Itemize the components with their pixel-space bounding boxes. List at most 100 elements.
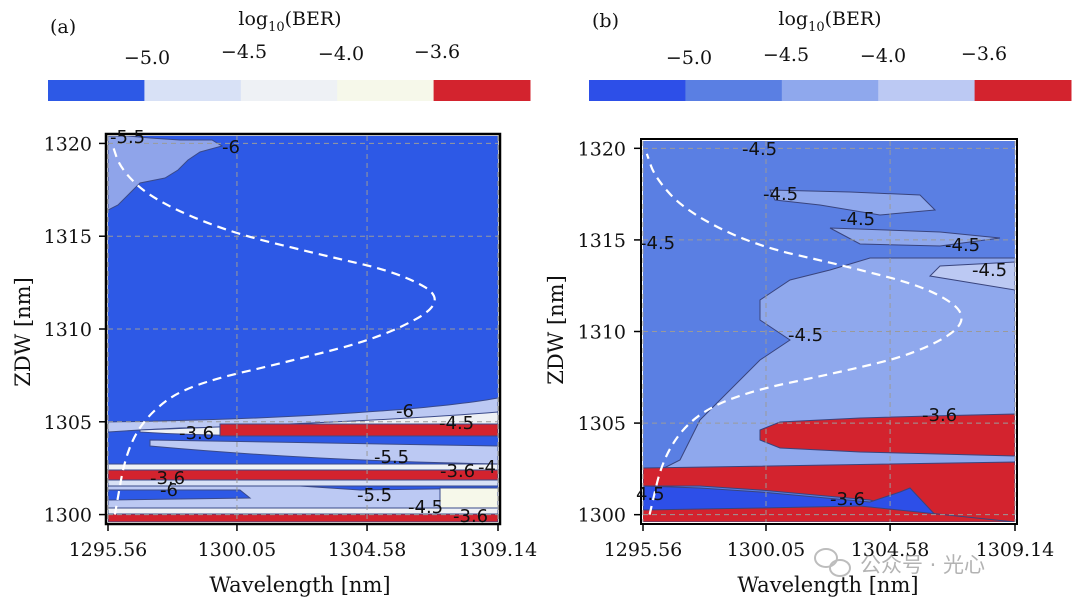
x-ticks-b: 1295.56 1300.05 1304.58 1309.14 [604, 524, 1055, 561]
contour-label: -3.6 [179, 423, 214, 444]
contour-label: -4.5 [945, 235, 980, 256]
zdw-curve-b [645, 153, 963, 515]
contour-label: 4.5 [636, 484, 665, 505]
region-a-top-light [108, 136, 224, 211]
y-tick-label: 1300 [578, 505, 626, 527]
colorbar-swatch [240, 80, 338, 101]
contour-label: -4.5 [742, 139, 777, 160]
contour-label: -4.5 [788, 325, 823, 346]
colorbar-swatch [685, 80, 783, 101]
panel-b: (b) log10(BER) −5.0 −4.5 −4.0 −3.6 [544, 8, 1072, 597]
colorbar-b-ticks: −5.0 −4.5 −4.0 −3.6 [666, 43, 1007, 69]
contour-label: -4.5 [972, 260, 1007, 281]
colorbar-swatch [48, 80, 145, 101]
colorbar-b-tick-1: −5.0 [666, 47, 712, 69]
contour-label: -4.5 [763, 184, 798, 205]
x-ticks-a: 1295.56 1300.05 1304.58 1309.14 [69, 524, 538, 561]
y-tick-label: 1320 [578, 138, 626, 160]
region-b-streak-2 [829, 227, 1001, 247]
x-tick-label: 1304.58 [851, 539, 930, 561]
region-a-band-7 [108, 507, 498, 515]
contour-label: -6 [396, 401, 414, 422]
contour-label: -5.5 [357, 485, 392, 506]
contour-label: -6 [160, 480, 178, 501]
region-b-red-3 [643, 505, 1015, 522]
grid-a [107, 136, 499, 522]
region-b-red-1 [759, 413, 1015, 457]
colorbar-a [48, 80, 531, 101]
y-ticks-a: 1300 1305 1310 1315 1320 [44, 133, 106, 527]
contour-labels-a: -5.5 -6 -6 -4.5 -3.6 -5.5 -3.6 -3.6 -4 -… [110, 127, 496, 527]
contour-label: -3.6 [453, 506, 488, 527]
y-tick-label: 1315 [578, 230, 626, 252]
contour-label: -4.5 [408, 497, 443, 518]
contour-labels-b: -4.5 -4.5 -4.5 -4.5 -4.5 -4.5 -4.5 -3.6 … [636, 139, 1007, 510]
region-a-band-5 [108, 479, 498, 487]
colorbar-swatch [589, 80, 686, 101]
contour-label: -6 [222, 137, 240, 158]
colorbar-a-tick-3: −4.0 [318, 43, 364, 65]
contour-label: -3.6 [150, 468, 185, 489]
y-axis-title-a: ZDW [nm] [11, 277, 35, 387]
colorbar-b-tick-4: −3.6 [961, 43, 1007, 65]
grid-b [642, 141, 1016, 522]
colorbar-a-tick-1: −5.0 [124, 47, 170, 69]
wechat-icon [814, 548, 851, 577]
y-tick-label: 1305 [578, 413, 626, 435]
region-a-pale [439, 487, 498, 513]
zdw-curve-a [110, 143, 436, 515]
colorbar-b-tick-2: −4.5 [763, 44, 809, 66]
contour-label: -3.6 [440, 461, 475, 482]
contour-label: -5.5 [110, 127, 145, 148]
colorbar-b [589, 80, 1072, 101]
region-b-streak-1 [769, 189, 937, 216]
y-ticks-b: 1300 1305 1310 1315 1320 [578, 138, 641, 527]
region-a-blue-island [108, 489, 252, 501]
colorbar-swatch [144, 80, 242, 101]
colorbar-swatch [337, 80, 435, 101]
colorbar-a-title: log10(BER) [238, 8, 341, 35]
y-tick-label: 1310 [578, 322, 626, 344]
colorbar-swatch [433, 80, 531, 101]
region-a-red-3 [108, 513, 498, 522]
y-tick-label: 1315 [44, 226, 92, 248]
watermark: 公众号 · 光心 [814, 548, 985, 577]
colorbar-swatch [781, 80, 879, 101]
panel-b-label: (b) [592, 10, 619, 32]
colorbar-b-tick-3: −4.0 [860, 45, 906, 67]
colorbar-swatch [878, 80, 976, 101]
x-tick-label: 1300.05 [198, 539, 277, 561]
y-tick-label: 1300 [44, 505, 92, 527]
contour-label: -5.5 [374, 447, 409, 468]
colorbar-a-tick-2: −4.5 [221, 41, 267, 63]
contour-label: -4.5 [640, 233, 675, 254]
y-tick-label: 1310 [44, 319, 92, 341]
contour-label: -3.6 [922, 405, 957, 426]
x-tick-label: 1309.14 [459, 539, 538, 561]
y-tick-label: 1305 [44, 412, 92, 434]
region-a-red-1 [219, 423, 498, 437]
region-a-band-4 [108, 463, 498, 471]
contour-label: -3.6 [830, 489, 865, 510]
x-axis-title-b: Wavelength [nm] [737, 573, 918, 597]
colorbar-b-title: log10(BER) [778, 8, 881, 35]
panel-a-label: (a) [50, 16, 76, 38]
x-tick-label: 1300.05 [727, 539, 806, 561]
colorbar-swatch [974, 80, 1072, 101]
x-tick-label: 1295.56 [69, 539, 148, 561]
x-tick-label: 1309.14 [976, 539, 1055, 561]
x-axis-title-a: Wavelength [nm] [209, 573, 390, 597]
heatmap-b [643, 141, 1015, 522]
panel-a: (a) log10(BER) −5.0 −4.5 −4.0 −3.6 [11, 8, 537, 597]
region-b-pale [928, 261, 1015, 291]
colorbar-a-tick-4: −3.6 [414, 41, 460, 63]
y-axis-title-b: ZDW [nm] [544, 275, 568, 385]
watermark-text: 公众号 · 光心 [860, 553, 985, 577]
region-a-red-2 [108, 469, 498, 481]
contour-label: -4 [478, 457, 496, 478]
contour-label: -4.5 [439, 413, 474, 434]
colorbar-a-ticks: −5.0 −4.5 −4.0 −3.6 [124, 41, 460, 69]
x-tick-label: 1304.58 [328, 539, 407, 561]
y-tick-label: 1320 [44, 133, 92, 155]
